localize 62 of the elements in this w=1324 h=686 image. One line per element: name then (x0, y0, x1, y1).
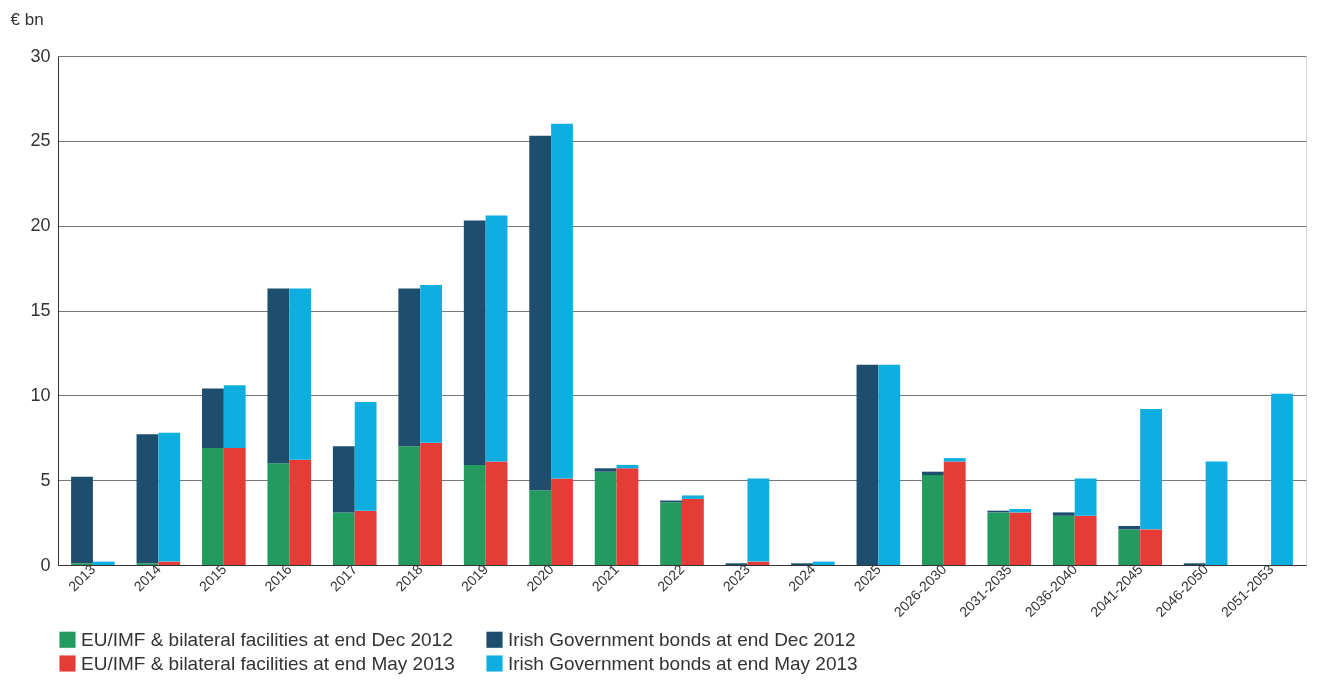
bar (420, 285, 442, 443)
bar (943, 461, 966, 565)
bar (594, 471, 617, 565)
y-tick-label: 5 (40, 469, 51, 490)
bar (289, 288, 312, 460)
bar (529, 490, 552, 565)
y-tick-label: 30 (30, 45, 51, 66)
bar (289, 459, 312, 565)
bar (463, 220, 486, 465)
bar (398, 446, 421, 565)
bar (398, 288, 421, 447)
bar (1271, 393, 1293, 565)
bar (136, 434, 159, 564)
bar (1074, 515, 1097, 565)
bar (202, 388, 224, 448)
bar (682, 495, 704, 499)
y-tick-label: 15 (30, 300, 51, 320)
legend-label: Irish Government bonds at end May 2013 (508, 652, 858, 674)
bar (332, 446, 355, 513)
bar (1052, 512, 1075, 516)
bar (354, 402, 377, 511)
bar (202, 447, 224, 565)
bar (267, 463, 290, 565)
bar (1205, 461, 1228, 565)
bar (551, 478, 573, 565)
bar (1140, 408, 1162, 530)
bar (747, 478, 770, 562)
bar (1074, 478, 1097, 516)
bar (158, 432, 181, 562)
bar (922, 475, 944, 565)
bar (943, 458, 966, 462)
y-tick-label: 0 (40, 554, 51, 575)
bar (223, 447, 246, 565)
bar (332, 512, 355, 565)
bar (682, 498, 704, 565)
bar (1140, 529, 1162, 565)
bar (878, 364, 901, 565)
bar (551, 123, 573, 479)
bar (223, 385, 246, 448)
bar (1009, 512, 1032, 565)
y-tick-label: 10 (30, 384, 51, 405)
legend-label: EU/IMF & bilateral facilities at end Dec 2012 (81, 628, 453, 650)
y-axis-title: € bn (10, 9, 44, 29)
bar (616, 468, 639, 565)
bar (485, 215, 508, 462)
bar (529, 135, 552, 491)
bar (1118, 529, 1141, 565)
bar (1052, 515, 1075, 565)
legend-label: EU/IMF & bilateral facilities at end May 2013 (81, 652, 455, 674)
bar (267, 288, 290, 464)
bar (987, 512, 1010, 565)
bar (420, 442, 442, 565)
y-tick-label: 20 (30, 215, 51, 236)
bar (594, 468, 617, 472)
bar (463, 464, 486, 565)
bar (485, 461, 508, 565)
legend-label: Irish Government bonds at end Dec 2012 (508, 628, 856, 650)
bar (354, 510, 377, 565)
bar (71, 476, 93, 564)
bar (856, 364, 879, 565)
y-tick-label: 25 (30, 130, 51, 151)
bar (660, 502, 682, 565)
